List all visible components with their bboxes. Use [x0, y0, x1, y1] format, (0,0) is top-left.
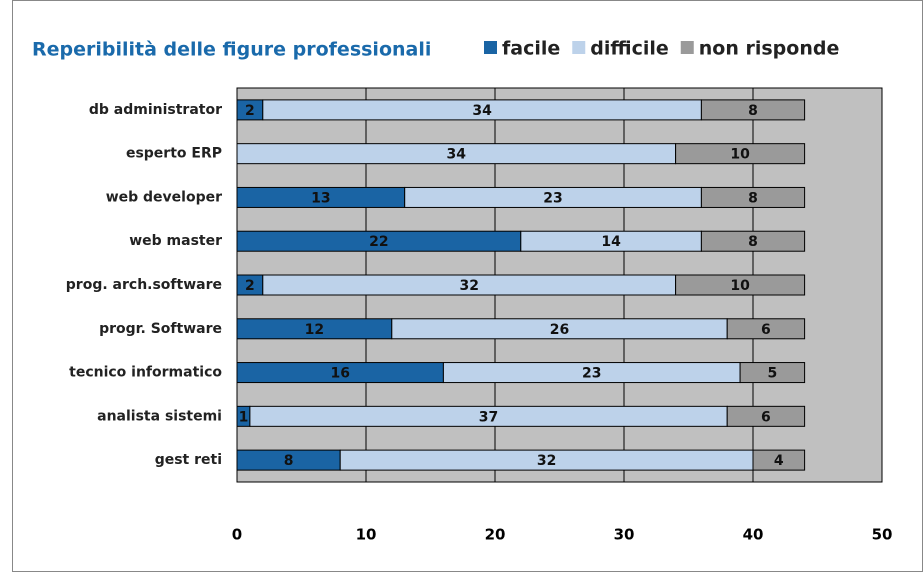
- legend-swatch: [484, 41, 497, 54]
- data-label: 32: [459, 278, 478, 294]
- data-label: 34: [472, 103, 492, 119]
- data-label: 22: [369, 234, 388, 250]
- data-label: 4: [774, 453, 784, 469]
- x-tick-label: 40: [743, 526, 764, 544]
- data-label: 23: [543, 190, 562, 206]
- y-tick-label: prog. arch.software: [66, 277, 222, 293]
- data-label: 8: [748, 103, 758, 119]
- bar-segment: [675, 143, 806, 165]
- bar-segment: [700, 230, 806, 252]
- data-label: 16: [330, 366, 349, 382]
- data-label: 23: [582, 366, 601, 382]
- y-tick-label: progr. Software: [99, 321, 222, 337]
- data-label: 10: [730, 147, 750, 163]
- legend-label: facile: [502, 38, 560, 60]
- bar-segment: [726, 405, 806, 427]
- x-tick-label: 0: [232, 526, 242, 544]
- data-label: 13: [311, 190, 330, 206]
- y-tick-label: web master: [129, 233, 222, 249]
- x-tick-label: 20: [485, 526, 506, 544]
- data-label: 2: [245, 103, 255, 119]
- data-label: 8: [748, 234, 758, 250]
- data-label: 32: [537, 453, 556, 469]
- data-label: 34: [447, 147, 467, 163]
- legend-label: difficile: [590, 38, 668, 60]
- x-tick-label: 50: [872, 526, 893, 544]
- data-label: 5: [767, 366, 777, 382]
- data-label: 2: [245, 278, 255, 294]
- bar-segment: [700, 186, 806, 208]
- data-label: 26: [550, 322, 569, 338]
- y-tick-label: db administrator: [89, 102, 222, 118]
- legend-label: non risponde: [699, 38, 840, 60]
- bar-segment: [700, 99, 806, 121]
- x-tick-label: 10: [356, 526, 377, 544]
- bar-segment: [752, 449, 806, 471]
- data-label: 8: [284, 453, 294, 469]
- chart-title: Reperibilità delle figure professionali: [32, 39, 431, 61]
- data-label: 8: [748, 190, 758, 206]
- legend-swatch: [680, 41, 694, 54]
- data-label: 10: [730, 278, 750, 294]
- y-tick-label: tecnico informatico: [69, 365, 222, 381]
- data-label: 14: [601, 234, 621, 250]
- x-tick-label: 30: [614, 526, 635, 544]
- data-label: 1: [239, 409, 249, 425]
- y-tick-label: web developer: [106, 189, 222, 205]
- y-tick-label: analista sistemi: [97, 408, 222, 424]
- bar-segment: [726, 318, 806, 340]
- y-tick-label: gest reti: [155, 452, 222, 468]
- bar-segment: [739, 362, 806, 384]
- bar-segment: [675, 274, 806, 296]
- data-label: 12: [305, 322, 324, 338]
- data-label: 6: [761, 322, 771, 338]
- data-label: 6: [761, 409, 771, 425]
- legend-swatch: [572, 41, 586, 54]
- y-tick-label: esperto ERP: [126, 146, 222, 162]
- data-label: 37: [479, 409, 498, 425]
